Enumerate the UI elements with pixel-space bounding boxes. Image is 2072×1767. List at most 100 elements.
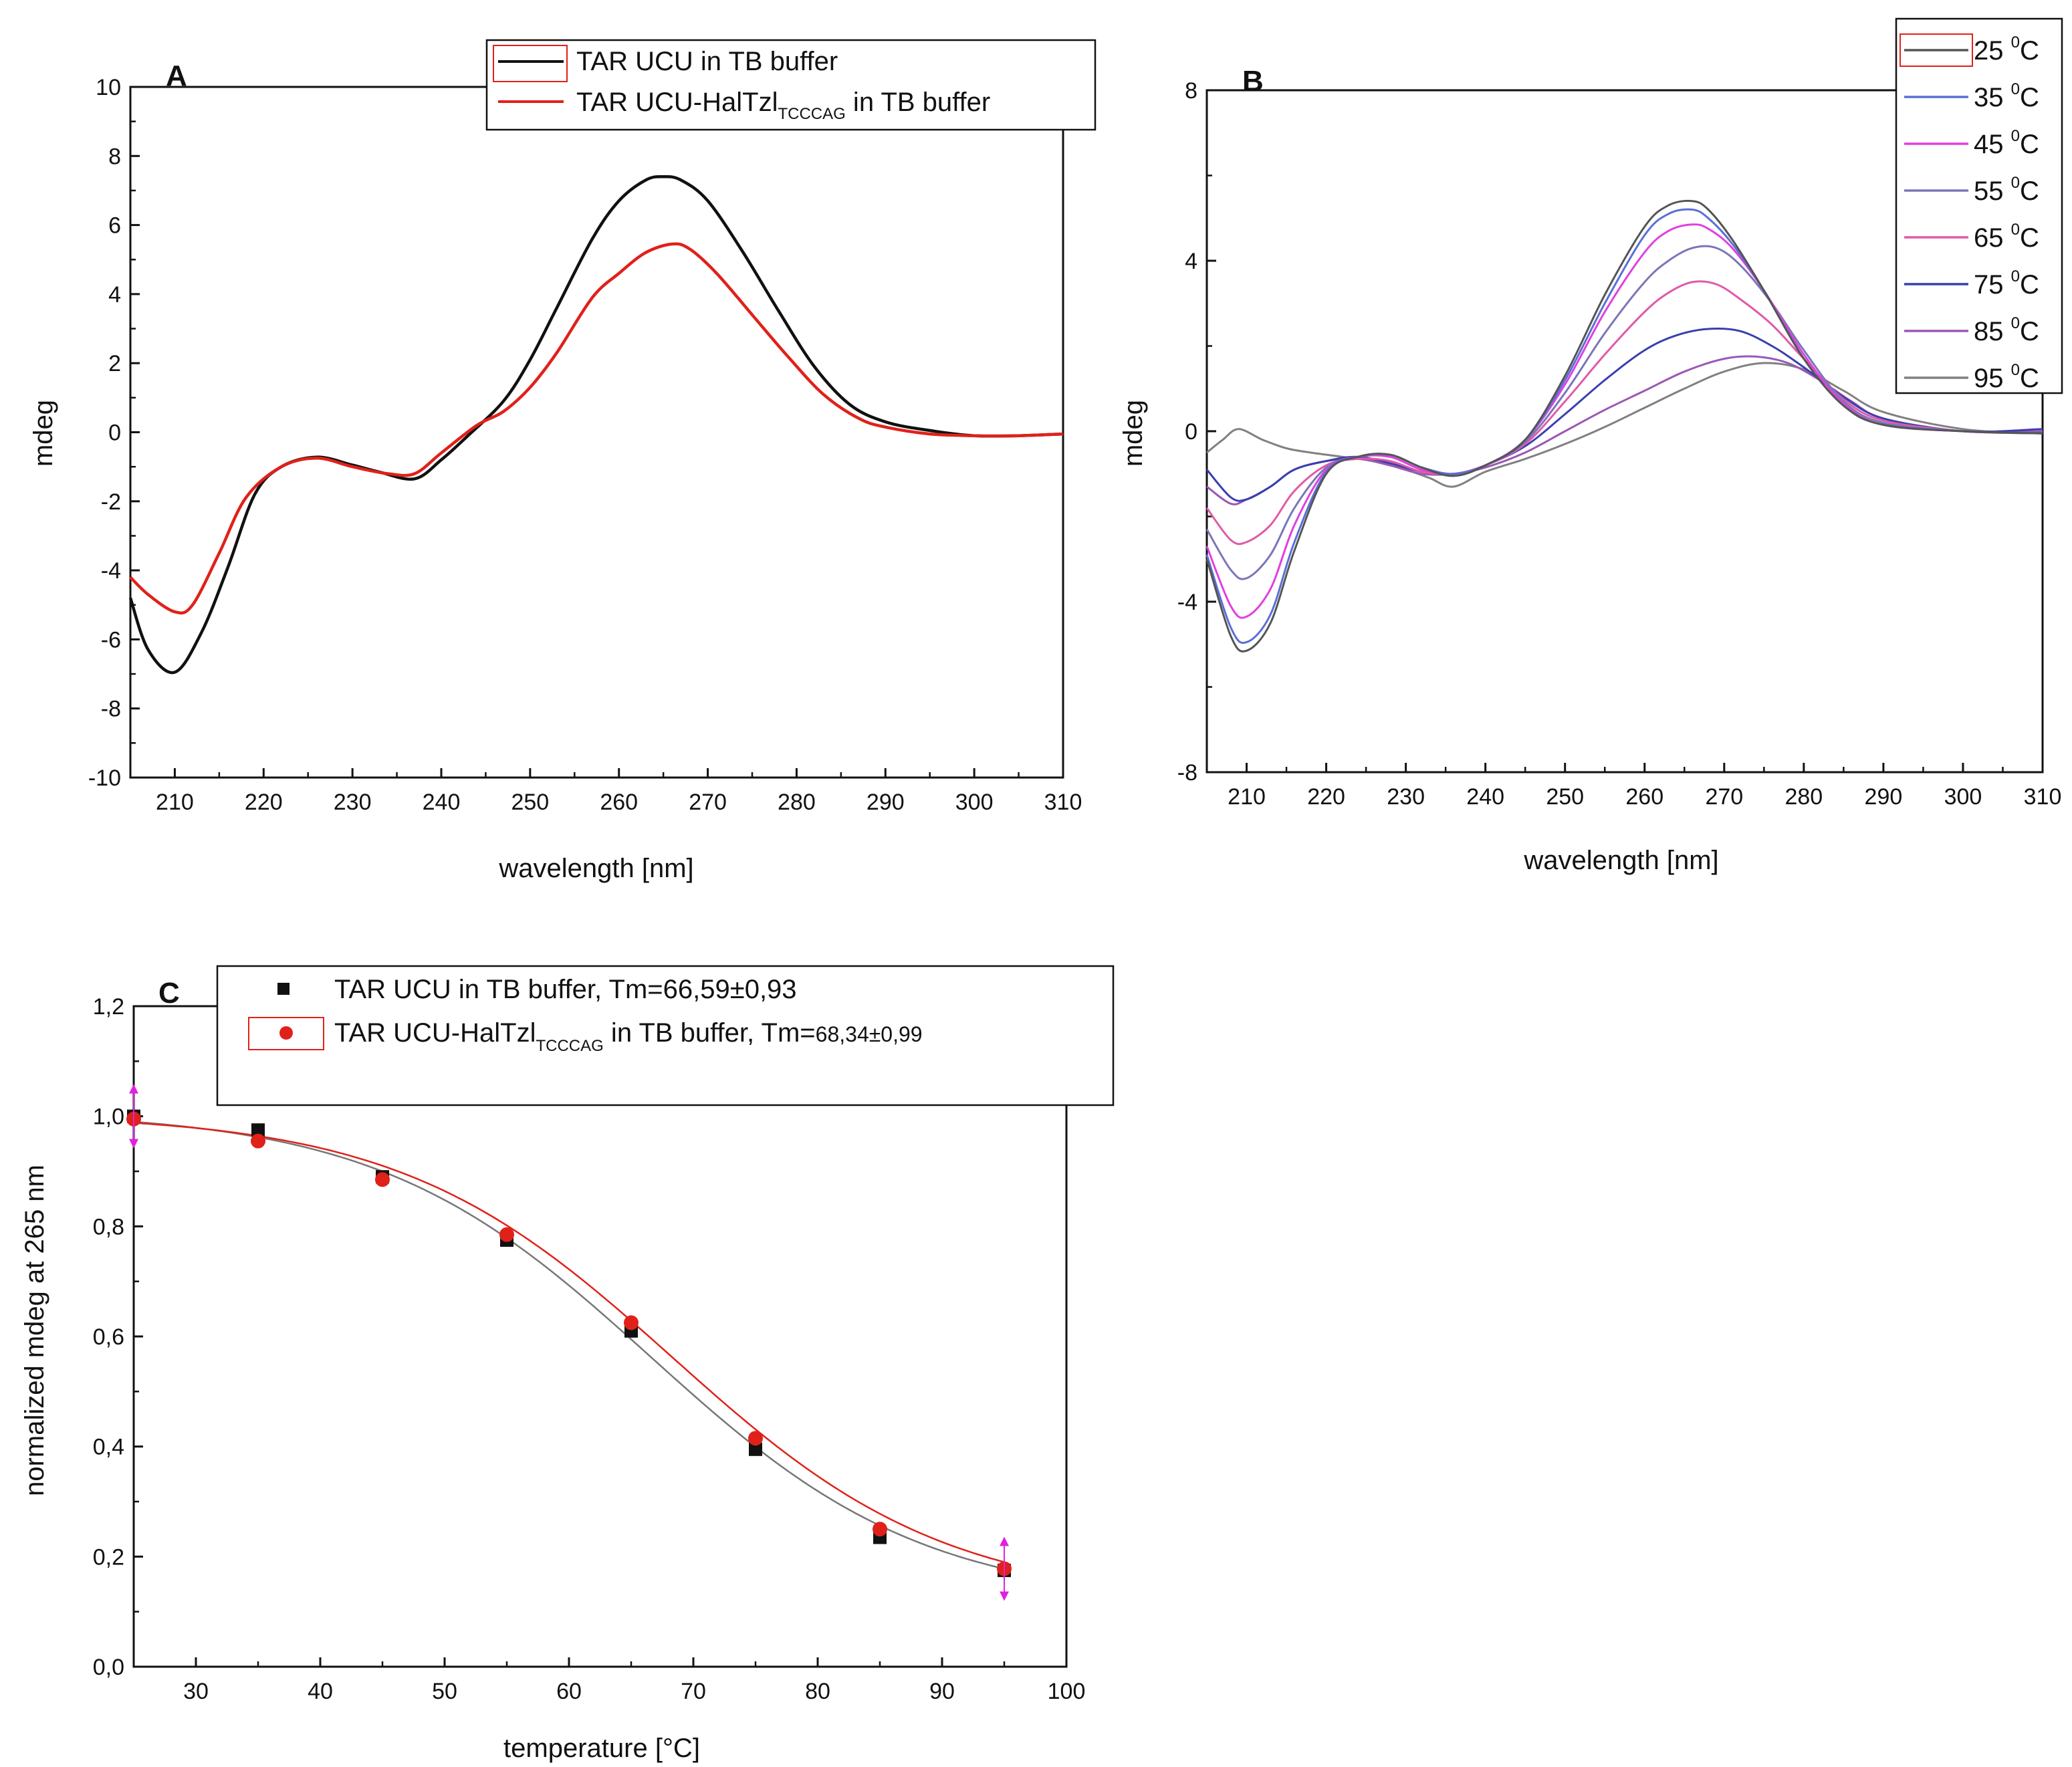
panel-b-ytick-label: 8 [1185, 78, 1197, 104]
panel-a-xtick-label: 260 [600, 790, 638, 815]
panel-c-point-s0 [251, 1123, 265, 1137]
panel-c-legend-label-1-tail: in TB buffer, Tm= [604, 1018, 816, 1048]
legend-highlight [1900, 33, 1973, 67]
panel-b-series-line-7 [1206, 362, 2043, 488]
panel-b-legend-label-1: 35 0C [1974, 80, 2039, 112]
panel-a-xtick-label: 290 [867, 790, 905, 815]
panel-b-xtick-label: 220 [1307, 784, 1345, 810]
panel-c-point-s1 [499, 1227, 514, 1242]
panel-a-ytick-label: 4 [108, 282, 121, 308]
panel-b: 210 220 230 240 250 260 270 280 290 300 310 -8 -4 0 4 8… [1119, 17, 2063, 875]
panel-b-ytick-label: 0 [1185, 419, 1197, 445]
panel-a-legend-box [485, 39, 1097, 131]
panel-a-legend-label-1-sub: TCCCAG [778, 105, 845, 123]
panel-b-xtick-label: 230 [1387, 784, 1425, 810]
panel-a-xtick-label: 210 [156, 790, 194, 815]
panel-a: 210 220 230 240 250 260 270 280 290 300 310-10-8-6… [29, 39, 1097, 883]
panel-b-legend-label-3: 55 0C [1974, 174, 2039, 206]
panel-c-legend-label-1-main: TAR UCU-HalTzl [334, 1018, 536, 1048]
panel-a-legend: TAR UCU in TB buffer TAR UCU-HalTzlTCCCA… [485, 39, 1097, 131]
panel-c-legend-box [216, 965, 1115, 1106]
panel-c-ytick-label: 1,0 [93, 1104, 124, 1130]
panel-c-ytick-label: 0,8 [93, 1214, 124, 1240]
panel-c-point-s1 [251, 1133, 265, 1149]
panel-c-point-s1 [624, 1315, 639, 1330]
panel-b-series-line-0 [1205, 199, 2043, 653]
panel-c-ytick-label: 0,0 [93, 1655, 124, 1680]
panel-a-xtick-label: 310 [1044, 790, 1082, 815]
panel-b-xtick-label: 310 [2024, 784, 2062, 810]
panel-c-xtick-label: 30 [183, 1679, 209, 1704]
panel-b-letter: B [1242, 65, 1264, 98]
legend-highlight [493, 45, 568, 82]
panel-a-xtick-label: 270 [689, 790, 727, 815]
panel-b-legend-label-2: 45 0C [1974, 127, 2039, 159]
panel-a-series-line-0 [128, 175, 1064, 675]
panel-b-ytick-label: -4 [1177, 590, 1197, 615]
panel-c-xtick-label: 60 [556, 1679, 582, 1704]
panel-b-xtick-label: 270 [1705, 784, 1743, 810]
panel-b-xtick-label: 240 [1466, 784, 1504, 810]
panel-b-xtick-label: 210 [1228, 784, 1266, 810]
panel-a-series [128, 175, 1064, 675]
panel-b-ytick-label: 4 [1185, 249, 1197, 274]
panel-c-ticks: 30 40 50 60 70 80 90 100 0,0 0,2 0,4 0,6 0,8 1,0 1,2 [93, 994, 1086, 1704]
panel-a-ytick-label: -4 [101, 558, 121, 584]
panel-a-xlabel: wavelength [nm] [498, 854, 693, 883]
panel-c-fit-line-0 [133, 1121, 1005, 1570]
panel-b-series-line-2 [1205, 223, 2043, 619]
panel-b-xtick-label: 300 [1944, 784, 1982, 810]
panel-c-letter: C [158, 977, 180, 1010]
panel-a-ytick-label: -2 [101, 489, 121, 515]
panel-c-point-s1 [375, 1172, 390, 1187]
panel-a-legend-label-1: TAR UCU-HalTzlTCCCAG in TB buffer [576, 88, 990, 123]
panel-c-xtick-label: 70 [681, 1679, 706, 1704]
panel-c-xtick-label: 90 [929, 1679, 955, 1704]
panel-b-xtick-label: 260 [1625, 784, 1663, 810]
panel-b-legend-label-0: 25 0C [1974, 33, 2039, 66]
panel-a-series-line-1 [129, 242, 1064, 615]
panel-b-legend-label-5: 75 0C [1974, 267, 2039, 300]
panel-c-point-s1 [873, 1522, 887, 1537]
panel-b-legend: 25 0C 35 0C 45 0C 55 0C 65 0C 75 0C 85 0C 95 0C [1895, 17, 2063, 394]
panel-a-letter: A [166, 60, 187, 92]
panel-c-point-s1 [748, 1431, 763, 1446]
panel-c-ylabel: normalized mdeg at 265 nm [20, 1165, 49, 1496]
panel-c-legend-marker-0 [277, 983, 290, 995]
panel-c-xtick-label: 80 [805, 1679, 830, 1704]
panel-b-xtick-label: 250 [1546, 784, 1584, 810]
panel-a-xtick-label: 280 [778, 790, 816, 815]
panel-b-ytick-label: -8 [1177, 760, 1197, 786]
panel-b-legend-label-6: 85 0C [1974, 314, 2039, 346]
panel-b-xtick-label: 280 [1785, 784, 1823, 810]
panel-a-ytick-label: -10 [88, 765, 121, 791]
panel-c-point-s0 [749, 1442, 762, 1456]
panel-c-legend-marker-1 [279, 1026, 293, 1040]
panel-a-ytick-label: 0 [108, 421, 121, 446]
panel-c-legend-label-1-sub: TCCCAG [536, 1037, 603, 1055]
panel-a-legend-label-1-main: TAR UCU-HalTzl [576, 88, 778, 117]
panel-c-xtick-label: 40 [308, 1679, 333, 1704]
panel-c-legend-label-0: TAR UCU in TB buffer, Tm=66,59±0,93 [334, 975, 797, 1004]
panel-b-ticks: 210 220 230 240 250 260 270 280 290 300 310 -8 -4 0 4 8 [1177, 78, 2062, 810]
panel-a-xtick-label: 300 [955, 790, 994, 815]
panel-a-xtick-label: 250 [511, 790, 549, 815]
panel-a-legend-label-0: TAR UCU in TB buffer [576, 47, 838, 76]
panel-c-xtick-label: 100 [1048, 1679, 1086, 1704]
panel-b-xtick-label: 290 [1865, 784, 1903, 810]
panel-a-ticks: 210 220 230 240 250 260 270 280 290 300 310-10-8-6… [88, 75, 1082, 815]
panel-a-ytick-label: 6 [108, 213, 121, 239]
panel-b-legend-label-4: 65 0C [1974, 221, 2039, 253]
panel-b-series-line-3 [1205, 245, 2043, 580]
panel-c-xtick-label: 50 [432, 1679, 457, 1704]
panel-c-ytick-label: 1,2 [93, 994, 124, 1020]
panel-a-ytick-label: -6 [101, 627, 121, 653]
panel-a-ytick-label: 8 [108, 144, 121, 169]
panel-a-ylabel: mdeg [29, 400, 58, 467]
panel-a-ytick-label: 10 [96, 75, 121, 100]
panel-b-xlabel: wavelength [nm] [1523, 846, 1718, 875]
legend-highlight [248, 1017, 324, 1050]
panel-c: 30 40 50 60 70 80 90 100 0,0 0,2 0,4 0,6 0,8 1,0 1,2 C… [20, 965, 1115, 1763]
panel-a-ytick-label: 2 [108, 351, 121, 376]
